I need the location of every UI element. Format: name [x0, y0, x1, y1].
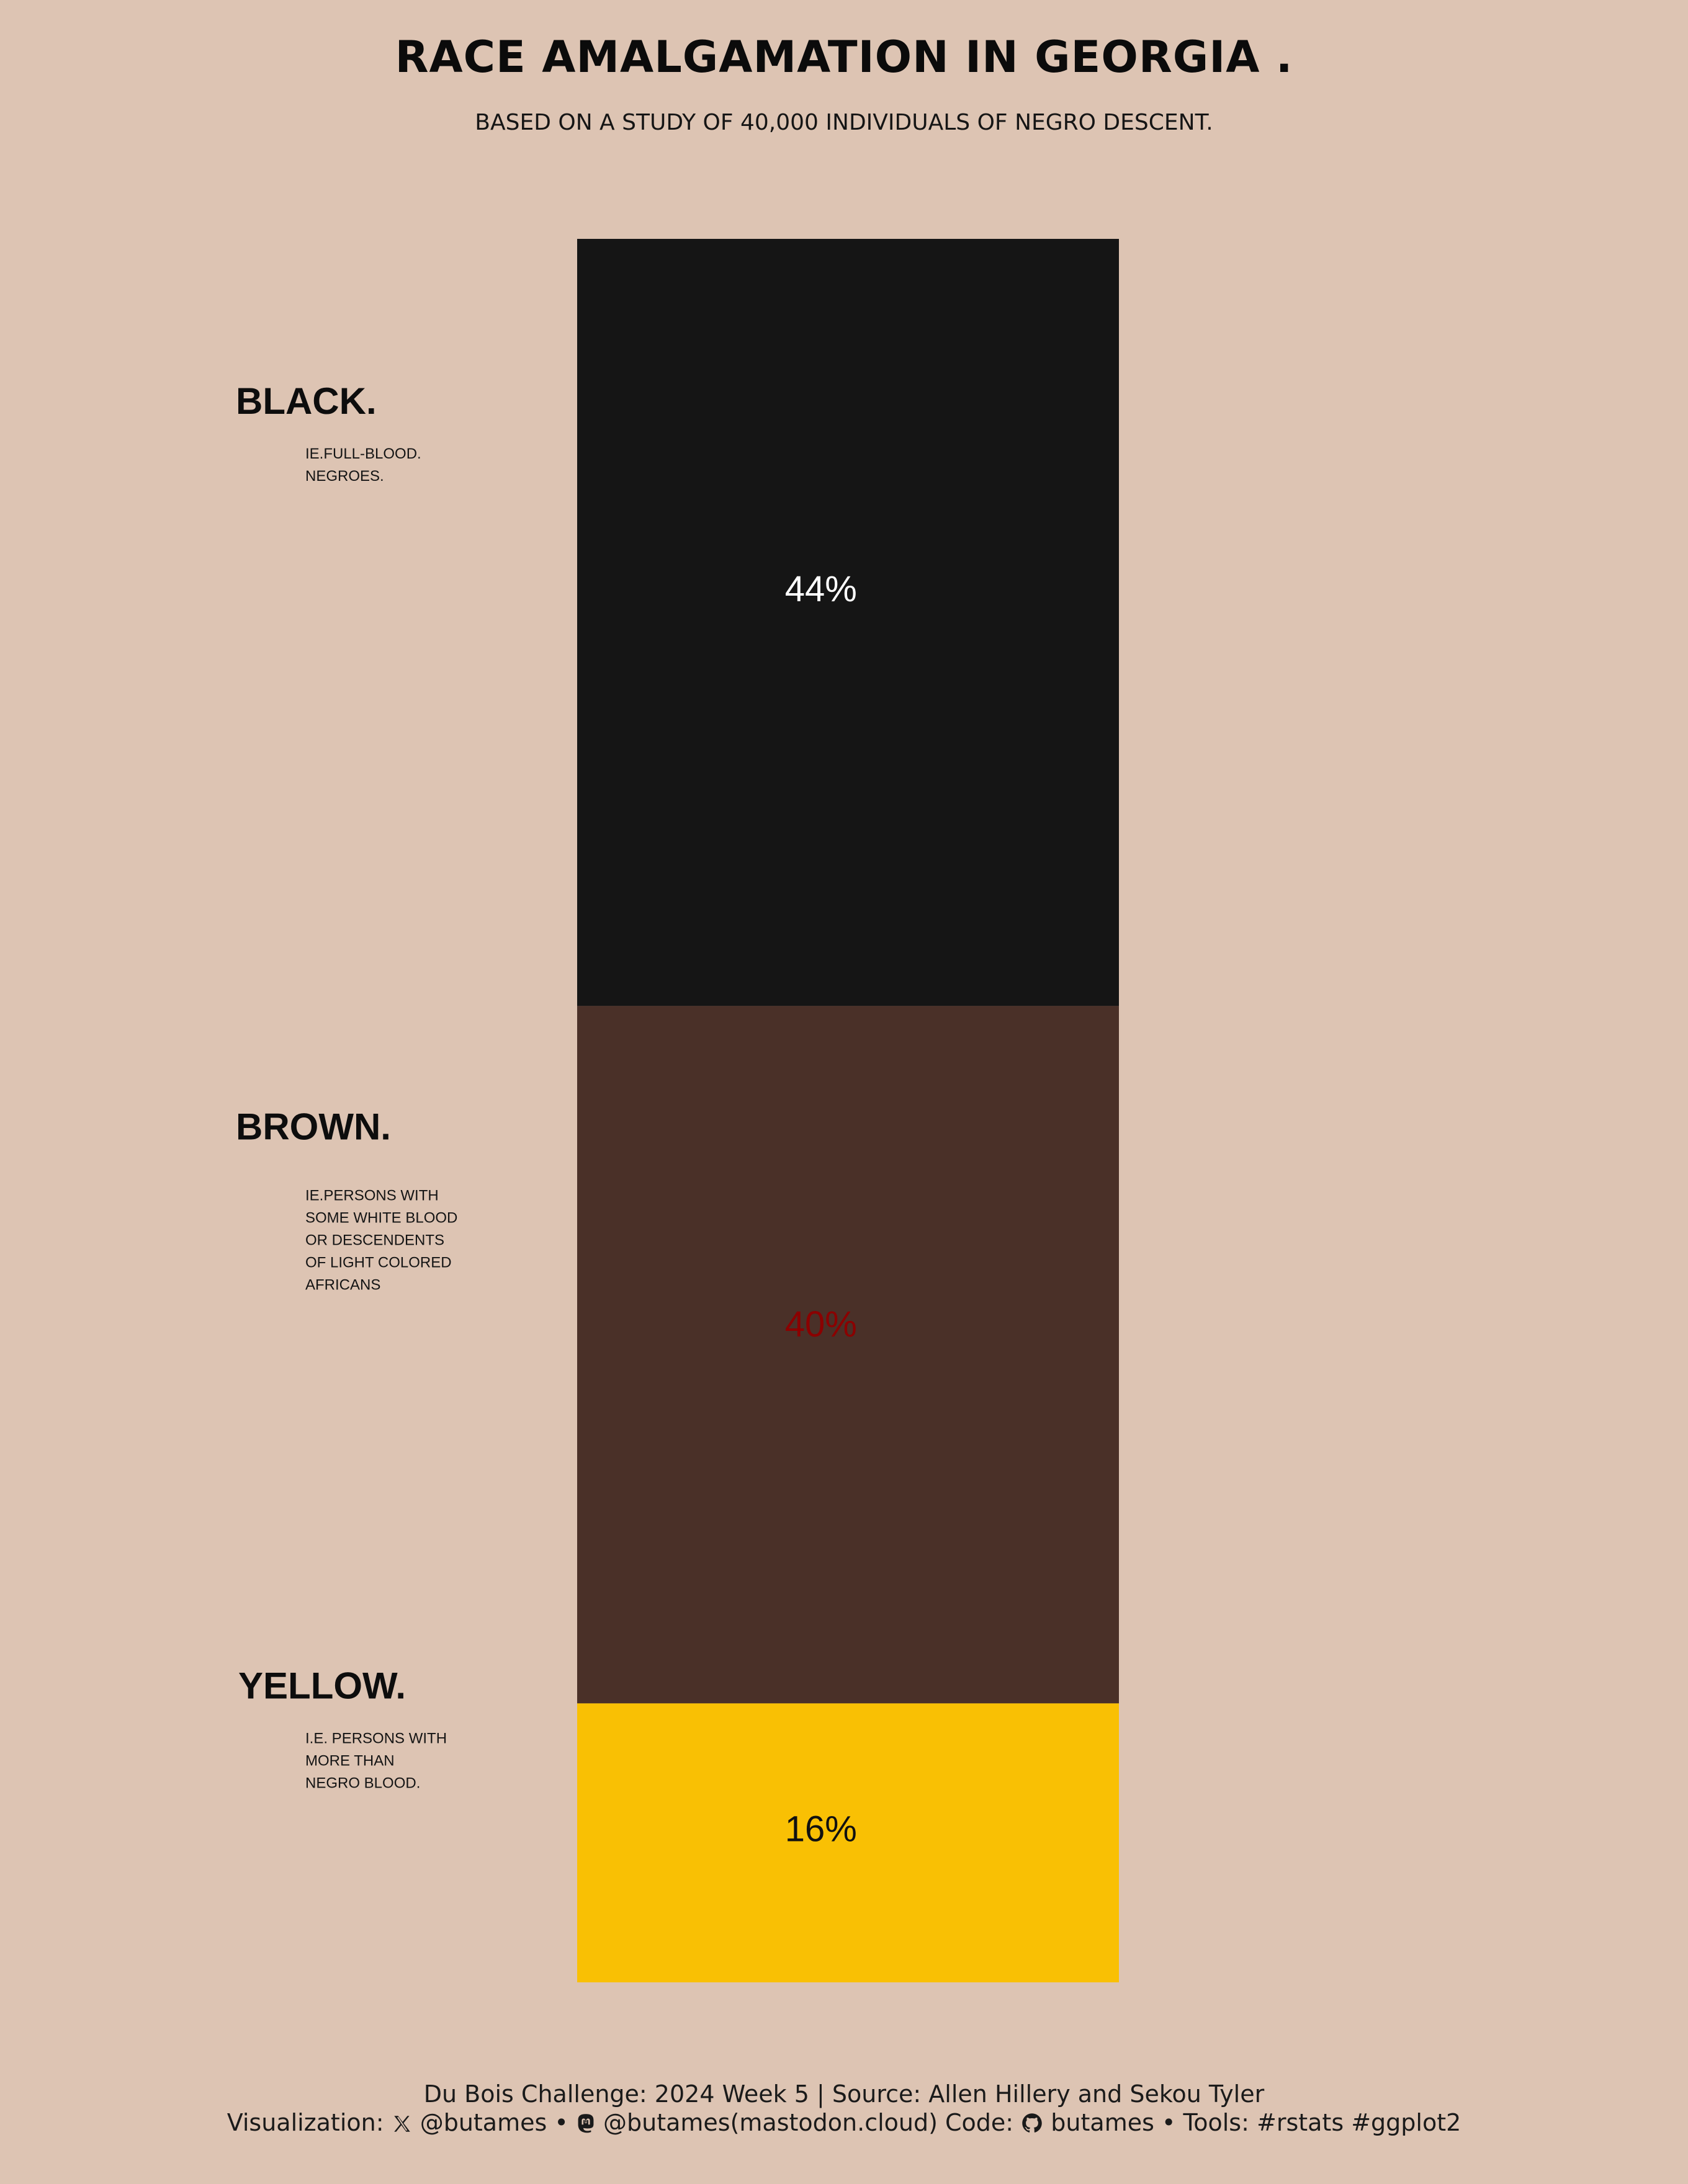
x-handle: @butames — [420, 2109, 547, 2136]
category-description-brown: OR DESCENDENTS — [305, 1232, 444, 1248]
bar-segments: 44% 40% 16% — [577, 239, 1119, 1982]
category-description-brown: AFRICANS — [305, 1276, 380, 1293]
mastodon-icon — [578, 2114, 594, 2133]
category-description-yellow: I.E. PERSONS WITH — [305, 1730, 447, 1747]
caption: Du Bois Challenge: 2024 Week 5 | Source:… — [0, 2080, 1688, 2137]
separator-2: • — [1161, 2109, 1176, 2136]
value-label-brown: 40% — [785, 1304, 857, 1345]
x-logo-icon — [393, 2116, 410, 2132]
code-prefix: Code: — [945, 2109, 1014, 2136]
category-label-brown: BROWN. — [236, 1106, 391, 1147]
value-label-yellow: 16% — [785, 1809, 857, 1850]
category-description-brown: IE.PERSONS WITH — [305, 1187, 439, 1204]
mastodon-handle: @butames(mastodon.cloud) — [603, 2109, 938, 2136]
category-description-black: NEGROES. — [305, 468, 384, 485]
chart-subtitle: BASED ON A STUDY OF 40,000 INDIVIDUALS O… — [475, 110, 1213, 135]
bar-segment-brown — [577, 1006, 1119, 1704]
viz-prefix: Visualization: — [227, 2109, 384, 2136]
github-icon — [1022, 2113, 1042, 2133]
category-description-brown: OF LIGHT COLORED — [305, 1254, 452, 1271]
category-description-yellow: MORE THAN — [305, 1752, 395, 1769]
category-description-yellow: NEGRO BLOOD. — [305, 1774, 420, 1791]
category-label-yellow: YELLOW. — [238, 1665, 406, 1706]
bar-segment-yellow — [577, 1703, 1119, 1982]
category-labels: BLACK. IE.FULL-BLOOD. NEGROES. BROWN. IE.PER… — [236, 380, 457, 1791]
chart-title: RACE AMALGAMATION IN GEORGIA . — [395, 32, 1293, 83]
value-label-black: 44% — [785, 569, 857, 609]
caption-line-1: Du Bois Challenge: 2024 Week 5 | Source:… — [423, 2080, 1265, 2108]
bar-segment-black — [577, 239, 1119, 1006]
category-description-brown: SOME WHITE BLOOD — [305, 1209, 457, 1226]
category-label-black: BLACK. — [236, 380, 377, 422]
category-description-black: IE.FULL-BLOOD. — [305, 445, 421, 462]
github-handle: butames — [1051, 2109, 1154, 2136]
separator-1: • — [554, 2109, 568, 2136]
caption-line-2: Visualization: @butames • @butames(masto… — [0, 2108, 1688, 2137]
tools-text: Tools: #rstats #ggplot2 — [1183, 2109, 1461, 2136]
